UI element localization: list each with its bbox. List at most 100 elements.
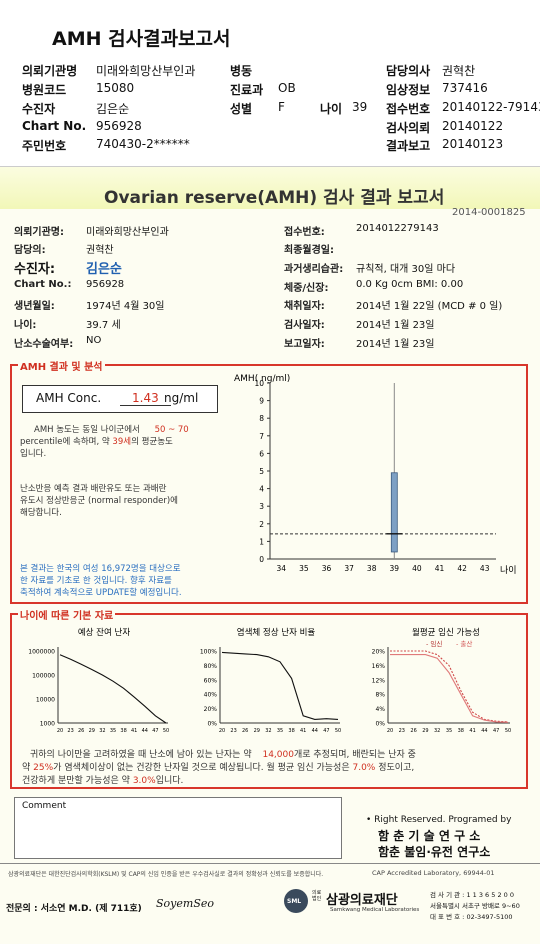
x-tick-label: 38 bbox=[367, 564, 377, 573]
amh-conc-box bbox=[22, 385, 218, 413]
x-tick-label: 47 bbox=[323, 728, 329, 734]
x-tick-label: 38 bbox=[288, 728, 294, 734]
report-sheet: Ovarian reserve(AMH) 검사 결과 보고서 2014-0001… bbox=[0, 166, 540, 944]
y-tick-label: 0% bbox=[207, 721, 217, 728]
amh-conc-value: 1.43 bbox=[120, 391, 171, 406]
x-tick-label: 29 bbox=[422, 728, 428, 734]
lab-name-2: 함춘 불임·유전 연구소 bbox=[378, 845, 491, 859]
lab-name-1: 함 춘 기 술 연 구 소 bbox=[378, 829, 481, 843]
y-tick-label: 16% bbox=[372, 663, 386, 670]
footer-divider bbox=[0, 863, 540, 864]
amh-desc-text: 유도시 정상반응군 (normal responder)에 bbox=[20, 496, 178, 506]
amh-desc-line: AMH 농도는 동일 나이군에서 50 ~ 70 bbox=[34, 423, 189, 435]
x-tick-label: 26 bbox=[78, 728, 84, 734]
header-label: 접수번호 bbox=[386, 102, 431, 116]
y-axis-label: AMH( ng/ml) bbox=[234, 374, 290, 384]
x-tick-label: 44 bbox=[481, 728, 487, 734]
amh-section-title: AMH 결과 및 분석 bbox=[18, 358, 105, 373]
x-tick-label: 29 bbox=[254, 728, 260, 734]
info-value: 2014년 1월 22일 (MCD # 0 일) bbox=[356, 301, 503, 312]
x-tick-label: 35 bbox=[277, 728, 283, 734]
x-tick-label: 23 bbox=[67, 728, 73, 734]
y-tick-label: 100000 bbox=[32, 673, 55, 680]
x-tick-label: 20 bbox=[57, 728, 63, 734]
info-label: 검사일자: bbox=[284, 320, 325, 331]
report-title-bar bbox=[0, 167, 540, 209]
x-tick-label: 32 bbox=[265, 728, 271, 734]
x-tick-label: 47 bbox=[152, 728, 158, 734]
x-tick-label: 37 bbox=[344, 564, 354, 573]
header-label: 담당의사 bbox=[386, 64, 431, 78]
signature: SoyemSeo bbox=[156, 897, 214, 910]
info-value: 규칙적, 대개 30일 마다 bbox=[356, 264, 456, 275]
chart-title: 예상 잔여 난자 bbox=[78, 627, 131, 638]
x-tick-label: 20 bbox=[387, 728, 393, 734]
y-tick-label: 3 bbox=[259, 502, 264, 511]
y-tick-label: 1 bbox=[259, 537, 264, 546]
info-value: 2014년 1월 23일 bbox=[356, 339, 435, 350]
y-tick-label: 1000000 bbox=[28, 649, 55, 656]
org-name: 삼광의료재단 bbox=[326, 893, 398, 908]
header-value: 956928 bbox=[96, 119, 142, 133]
org-english: Samkwang Medical Laboratories bbox=[330, 907, 420, 913]
header-value: 미래와희망산부인과 bbox=[96, 64, 196, 78]
x-tick-label: 39 bbox=[390, 564, 400, 573]
rights-text: • Right Reserved. Programed by bbox=[366, 815, 512, 825]
x-tick-label: 34 bbox=[277, 564, 287, 573]
y-tick-label: 100% bbox=[200, 649, 217, 656]
y-tick-label: 20% bbox=[204, 706, 218, 713]
y-tick-label: 9 bbox=[259, 397, 264, 406]
comment-box[interactable] bbox=[14, 797, 342, 859]
header-label: 병동 bbox=[230, 64, 253, 78]
sml-logo-text: SML bbox=[287, 898, 302, 905]
report-title: Ovarian reserve(AMH) 검사 결과 보고서 bbox=[104, 188, 445, 208]
header-label: Chart No. bbox=[22, 119, 87, 133]
summary-text: 입니다. bbox=[155, 776, 184, 786]
y-tick-label: 10000 bbox=[36, 697, 55, 704]
info-value: 권혁찬 bbox=[86, 245, 114, 256]
x-tick-label: 36 bbox=[322, 564, 332, 573]
y-tick-label: 5 bbox=[259, 467, 264, 476]
y-tick-label: 20% bbox=[372, 649, 386, 656]
series-line bbox=[390, 654, 509, 723]
series-line bbox=[221, 651, 339, 720]
info-value: 956928 bbox=[86, 279, 125, 290]
x-tick-label: 50 bbox=[505, 728, 511, 734]
header-value: 20140122-79143 bbox=[442, 100, 540, 114]
info-label: 체중/신장: bbox=[284, 283, 329, 294]
series-line bbox=[390, 650, 509, 723]
header-label: 결과보고 bbox=[386, 139, 431, 153]
y-tick-label: 40% bbox=[204, 692, 218, 699]
header-section: AMH 검사결과보고서 의뢰기관명 미래와희망산부인과 병동 담당의사 권혁찬 … bbox=[0, 0, 540, 160]
address: 서울특별시 서초구 방배로 9~60 bbox=[430, 902, 520, 910]
legend-entry: - 임신 bbox=[426, 639, 442, 648]
header-title: AMH 검사결과보고서 bbox=[52, 28, 231, 50]
header-value: 737416 bbox=[442, 81, 488, 95]
summary-text: 개로 추정되며, 배란되는 난자 중 bbox=[293, 750, 416, 760]
range-bar bbox=[390, 472, 398, 553]
info-label: 나이: bbox=[14, 320, 37, 331]
header-value: 20140122 bbox=[442, 119, 504, 133]
header-value: 740430-2****** bbox=[96, 137, 190, 151]
x-tick-label: 32 bbox=[434, 728, 440, 734]
sml-logo bbox=[284, 889, 308, 913]
summary-line: 건강하게 분만할 가능성은 약 3.0%입니다. bbox=[22, 773, 183, 786]
amh-note: 한 자료를 기초로 한 것입니다. 향후 자료를 bbox=[20, 576, 172, 586]
header-value: 15080 bbox=[96, 81, 135, 95]
phone: 대 표 번 호 : 02-3497-5100 bbox=[430, 913, 513, 921]
monthly-pregnancy-chart: 월평균 임신 가능성 20% 16% 12% 8% 4% 0%20 23 26 29 32 35 38 4… bbox=[372, 627, 512, 734]
x-tick-label: 23 bbox=[399, 728, 405, 734]
summary-line: 귀하의 나이만을 고려하였을 때 난소에 남아 있는 난자는 약 14,000개… bbox=[30, 747, 416, 760]
chart-title: 월평균 임신 가능성 bbox=[412, 627, 480, 638]
header-value: OB bbox=[278, 81, 296, 95]
y-tick-label: 12% bbox=[372, 677, 386, 684]
remaining-eggs-value: 14,000 bbox=[262, 750, 294, 760]
y-tick-label: 4% bbox=[375, 706, 385, 713]
x-tick-label: 40 bbox=[412, 564, 422, 573]
amh-result-section bbox=[10, 364, 528, 604]
y-tick-label: 8% bbox=[375, 692, 385, 699]
cap-text: CAP Accredited Laboratory, 69944-01 bbox=[372, 869, 495, 877]
x-tick-label: 44 bbox=[142, 728, 148, 734]
